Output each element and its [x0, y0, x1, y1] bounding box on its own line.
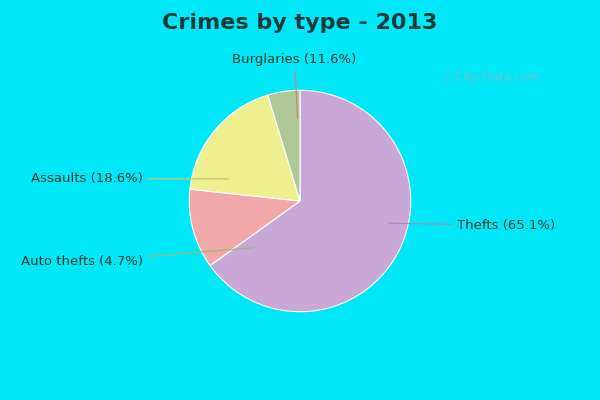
Text: Assaults (18.6%): Assaults (18.6%)	[31, 172, 229, 185]
Text: ⓘ City-Data.com: ⓘ City-Data.com	[445, 72, 539, 84]
Wedge shape	[189, 189, 300, 266]
Wedge shape	[268, 90, 300, 201]
Text: Thefts (65.1%): Thefts (65.1%)	[389, 219, 556, 232]
Wedge shape	[210, 90, 411, 312]
Text: Burglaries (11.6%): Burglaries (11.6%)	[232, 53, 356, 118]
Text: Crimes by type - 2013: Crimes by type - 2013	[163, 13, 437, 33]
Text: Auto thefts (4.7%): Auto thefts (4.7%)	[21, 248, 253, 268]
Wedge shape	[190, 95, 300, 201]
